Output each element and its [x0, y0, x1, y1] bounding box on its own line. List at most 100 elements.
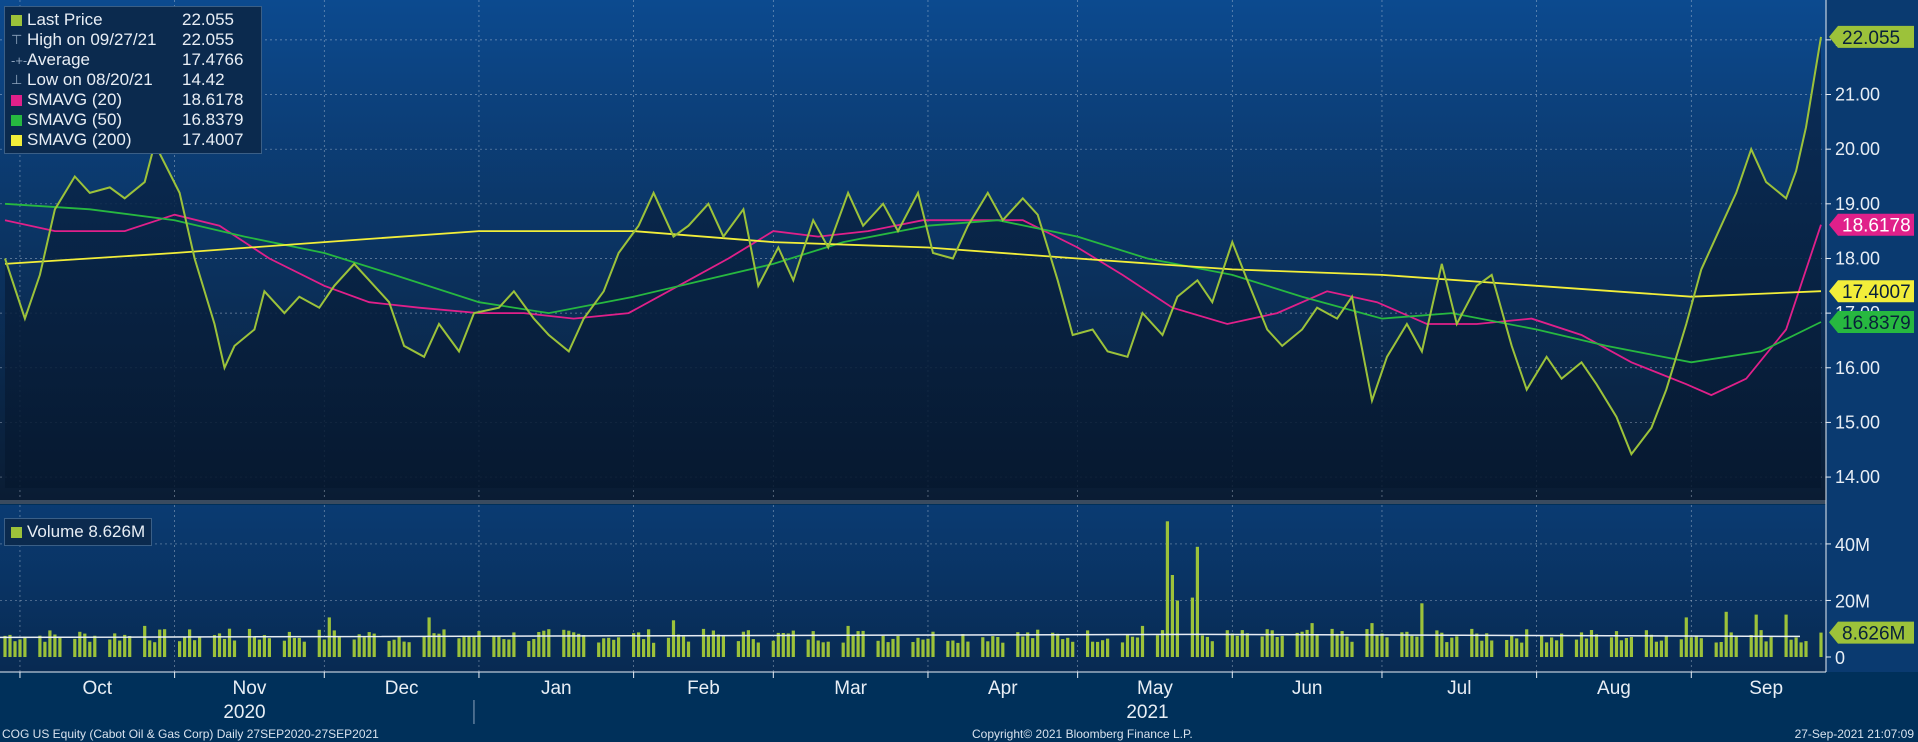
volume-bar	[1555, 640, 1559, 657]
volume-bar	[1165, 521, 1169, 657]
series-line-smavg-200-	[4, 230, 1822, 298]
end-value-tag: 18.6178	[1829, 213, 1914, 237]
month-label: Feb	[687, 678, 720, 699]
volume-bar	[143, 625, 147, 657]
panel-divider[interactable]	[0, 500, 1826, 504]
legend-value: 14.42	[182, 70, 225, 89]
volume-bar	[1155, 635, 1160, 657]
volume-bar	[1480, 640, 1484, 657]
volume-bar	[1684, 617, 1688, 657]
volume-legend: Volume 8.626M	[4, 518, 153, 546]
volume-bar	[931, 631, 935, 657]
price-legend: Last Price 22.055 ⊤ High on 09/27/21 22.055-…	[4, 6, 262, 154]
volume-bar	[1410, 635, 1414, 657]
volume-bar	[153, 642, 157, 657]
volume-bar	[1061, 639, 1065, 657]
volume-bar	[212, 635, 217, 657]
volume-bar	[128, 636, 132, 657]
volume-bar	[183, 636, 187, 657]
volume-bar	[1375, 635, 1379, 657]
y-tick-label: 15.00	[1835, 412, 1880, 432]
volume-bar	[617, 637, 621, 657]
volume-bar	[1350, 641, 1354, 657]
volume-bar	[1380, 633, 1384, 657]
volume-bar	[1210, 641, 1214, 657]
volume-bar	[1195, 546, 1199, 658]
volume-bar	[681, 636, 686, 657]
volume-bar	[118, 640, 122, 657]
volume-bar	[612, 639, 616, 657]
volume-bar	[1490, 640, 1494, 657]
volume-bar	[1051, 632, 1055, 657]
month-label: May	[1137, 678, 1173, 699]
volume-bar	[1510, 635, 1514, 657]
volume-bar	[1714, 642, 1718, 657]
volume-bar	[1724, 611, 1728, 657]
legend-row: SMAVG (200) 17.4007	[5, 130, 261, 150]
volume-bar	[267, 638, 271, 657]
volume-bar	[886, 642, 890, 657]
volume-tick-label: 40M	[1835, 535, 1870, 555]
volume-bar	[911, 642, 915, 657]
volume-bar	[1664, 636, 1668, 657]
volume-bar	[1794, 637, 1798, 657]
volume-bar	[113, 633, 117, 657]
volume-bar	[302, 641, 306, 657]
volume-bar	[467, 635, 471, 657]
volume-bar	[1091, 641, 1095, 657]
volume-tick-label: 20M	[1835, 591, 1870, 611]
end-value-tag: 16.8379	[1829, 310, 1914, 334]
volume-bar	[1719, 642, 1723, 657]
volume-bar	[402, 641, 406, 657]
volume-bar	[232, 640, 237, 657]
volume-bar	[1560, 633, 1564, 657]
volume-bar	[1819, 632, 1823, 657]
volume-bar	[856, 631, 860, 657]
volume-bar	[1031, 638, 1035, 657]
month-label: Oct	[83, 678, 113, 699]
month-label: Nov	[233, 678, 267, 699]
legend-swatch	[11, 134, 22, 146]
volume-bar	[637, 632, 641, 657]
volume-bar	[507, 639, 511, 657]
volume-bar	[1420, 603, 1424, 657]
volume-bar	[1101, 640, 1105, 657]
volume-bar	[1036, 629, 1040, 657]
volume-bar	[1300, 631, 1304, 657]
volume-bar	[632, 633, 636, 657]
volume-bar	[367, 632, 371, 657]
volume-bar	[826, 641, 830, 657]
volume-bar	[1385, 637, 1389, 657]
month-label: Mar	[834, 678, 867, 699]
volume-bar	[1520, 642, 1524, 657]
volume-bar	[1280, 635, 1284, 657]
volume-bar	[178, 641, 182, 657]
volume-bar	[1160, 630, 1165, 657]
year-label: 2020	[223, 702, 265, 723]
volume-bar	[73, 638, 77, 657]
volume-bar	[247, 628, 252, 657]
volume-bar	[946, 640, 950, 657]
y-tick-label: 21.00	[1835, 85, 1880, 105]
volume-bar	[1345, 636, 1349, 657]
volume-bar	[1295, 632, 1299, 657]
volume-bar	[706, 636, 710, 657]
legend-value: 16.8379	[182, 110, 244, 129]
volume-bar	[8, 634, 12, 657]
volume-bar	[257, 639, 261, 657]
volume-bar	[816, 640, 820, 657]
volume-bar	[462, 636, 466, 657]
last-price-line	[4, 36, 1822, 457]
volume-bar	[996, 637, 1000, 657]
volume-bar	[372, 633, 376, 657]
volume-bar	[1619, 640, 1623, 657]
end-value-text: 22.055	[1842, 28, 1900, 49]
volume-bar	[916, 637, 920, 657]
legend-row: SMAVG (20) 18.6178	[5, 90, 261, 110]
volume-bar	[392, 639, 396, 657]
volume-bar	[1260, 636, 1264, 657]
volume-bar	[776, 632, 780, 657]
volume-bar	[422, 637, 426, 657]
volume-bar	[716, 634, 720, 657]
